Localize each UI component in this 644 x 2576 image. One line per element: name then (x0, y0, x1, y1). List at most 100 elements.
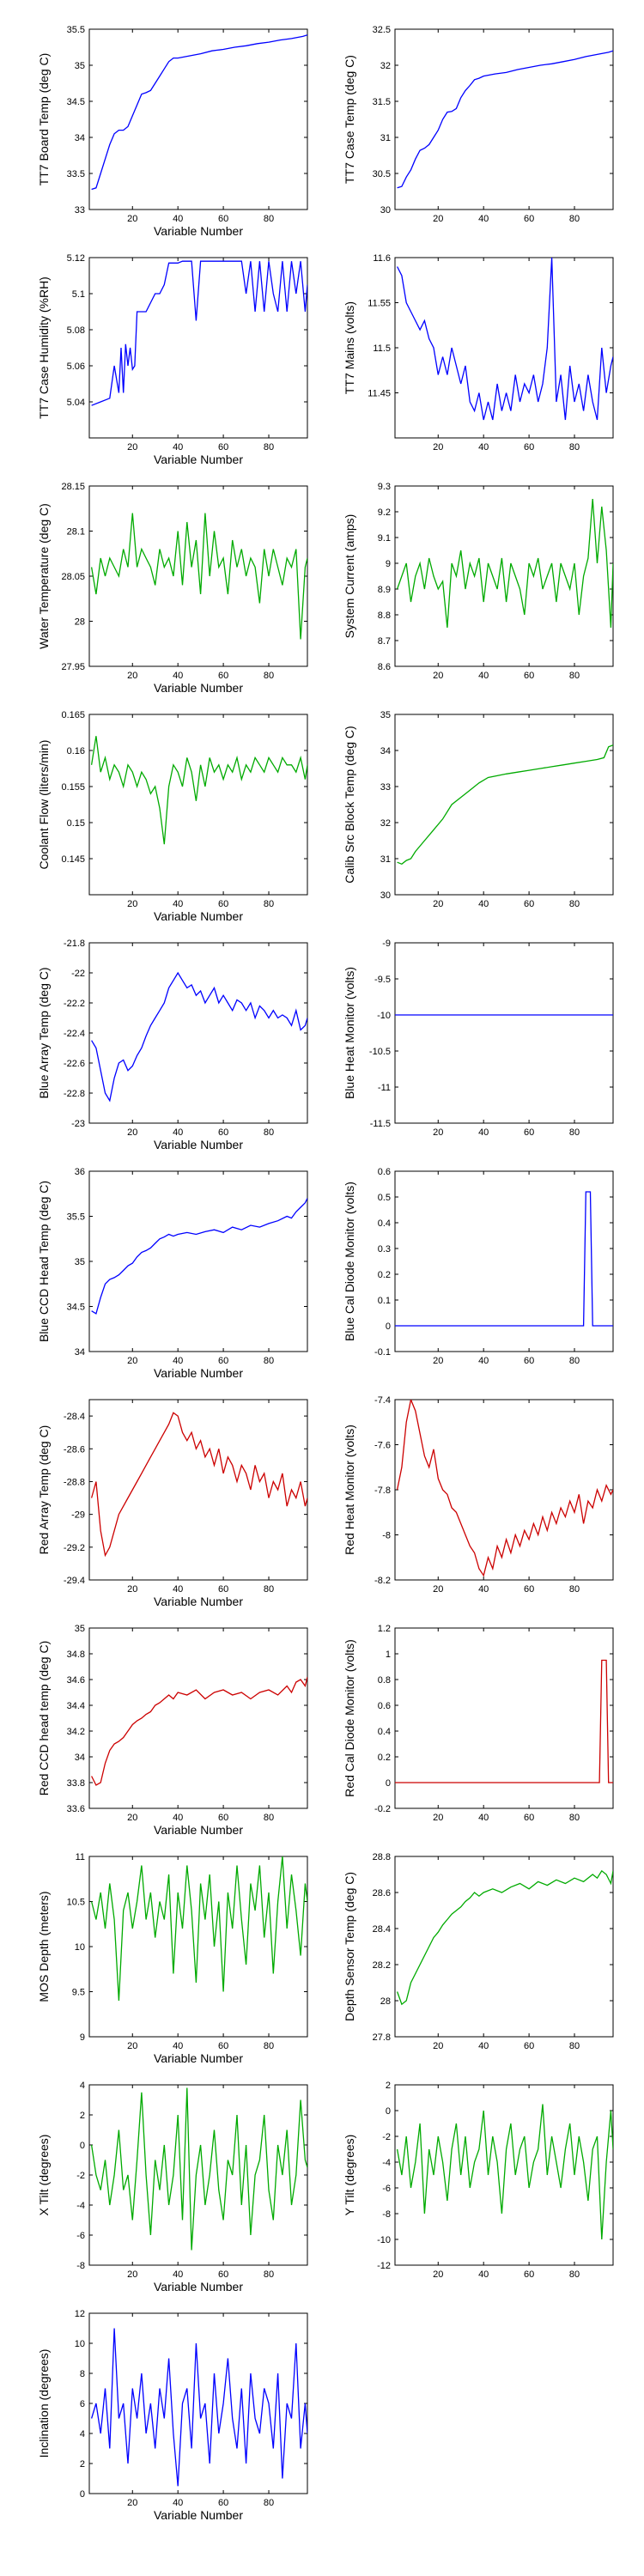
y-tick-label: 0.165 (61, 710, 85, 720)
y-tick-label: -0.1 (374, 1347, 391, 1358)
y-tick-label: 8 (80, 2369, 85, 2379)
y-tick-label: -7.6 (374, 1441, 391, 1451)
y-tick-label: 35.5 (67, 25, 85, 35)
x-tick-label: 20 (127, 2269, 137, 2280)
y-tick-label: 34.5 (67, 97, 85, 107)
x-tick-label: 40 (173, 671, 183, 681)
y-tick-label: 9 (80, 2032, 85, 2043)
series-line-0 (396, 2104, 613, 2240)
y-tick-label: -9.5 (374, 975, 391, 985)
series-line-0 (90, 2087, 307, 2251)
x-tick-label: 40 (173, 1127, 183, 1138)
y-axis-label: MOS Depth (meters) (37, 1891, 51, 2002)
x-tick-label: 80 (264, 671, 274, 681)
y-tick-label: 0.1 (378, 1296, 391, 1306)
y-tick-label: -8 (76, 2261, 85, 2271)
y-axis-label: Water Temperature (deg C) (37, 503, 51, 649)
x-tick-label: 60 (524, 1356, 534, 1366)
subplot-10: 20 40 60 80 34 34.5 35 35.5 36 Variable Number Blu… (37, 1167, 308, 1380)
plot-frame (88, 1627, 308, 1809)
y-tick-label: 32 (380, 818, 391, 829)
y-tick-label: 8.9 (378, 585, 391, 595)
x-tick-label: 20 (127, 1813, 137, 1823)
y-tick-label: -11.5 (370, 1119, 391, 1129)
x-tick-label: 20 (127, 214, 137, 224)
x-tick-label: 40 (173, 1584, 183, 1595)
y-axis-label: Red CCD head temp (deg C) (37, 1641, 51, 1796)
y-axis-label: X Tilt (degrees) (37, 2135, 51, 2216)
plot-frame (88, 485, 308, 667)
x-tick-label: 80 (264, 442, 274, 453)
x-tick-label: 80 (264, 2041, 274, 2051)
y-tick-label: 1.2 (378, 1624, 391, 1634)
y-tick-label: 34 (75, 1753, 85, 1763)
subplot-3: 20 40 60 80 11.45 11.5 11.55 11.6 TT7 Mains (vol… (343, 253, 614, 453)
y-axis-label: Red Heat Monitor (volts) (343, 1425, 356, 1555)
y-tick-label: -28.4 (64, 1412, 85, 1422)
y-tick-label: 4 (80, 2081, 85, 2091)
y-axis-label: Red Array Temp (deg C) (37, 1425, 51, 1555)
y-tick-label: -22.2 (64, 999, 85, 1009)
y-axis-label: Red Cal Diode Monitor (volts) (343, 1639, 356, 1797)
y-tick-label: 11 (76, 1852, 85, 1862)
x-axis-label: Variable Number (154, 2508, 243, 2522)
x-tick-label: 40 (173, 1356, 183, 1366)
y-axis-label: TT7 Board Temp (deg C) (37, 53, 51, 186)
subplot-18: 20 40 60 80 -8 -6 -4 -2 0 2 4 Variable Number X Tilt… (37, 2081, 308, 2293)
y-axis-label: TT7 Mains (volts) (343, 301, 356, 394)
plot-frame (88, 1856, 308, 2038)
x-tick-label: 40 (173, 442, 183, 453)
y-tick-label: 30 (380, 205, 391, 216)
y-tick-label: -8 (382, 2209, 391, 2220)
plot-frame (88, 1170, 308, 1352)
x-tick-label: 40 (478, 2041, 489, 2051)
x-tick-label: 40 (173, 899, 183, 909)
y-tick-label: 34.8 (67, 1649, 85, 1660)
subplot-20: 20 40 60 80 0 2 4 6 8 10 12 Variable Number Inclinat… (37, 2309, 308, 2522)
y-tick-label: -28.6 (64, 1444, 85, 1455)
series-line-0 (90, 1856, 307, 2002)
y-tick-label: 28.1 (67, 527, 85, 538)
x-tick-label: 20 (433, 1356, 443, 1366)
y-axis-label: Blue CCD Head Temp (deg C) (37, 1181, 51, 1342)
x-tick-label: 60 (524, 1127, 534, 1138)
x-tick-label: 40 (173, 2041, 183, 2051)
plot-frame (88, 1399, 308, 1581)
y-tick-label: 34.6 (67, 1675, 85, 1686)
series-line-0 (91, 971, 307, 1103)
x-tick-label: 60 (524, 1584, 534, 1595)
y-tick-label: 0 (386, 2106, 391, 2117)
x-tick-label: 60 (218, 214, 228, 224)
series-line-0 (91, 1676, 307, 1786)
x-tick-label: 20 (433, 2269, 443, 2280)
series-line-0 (397, 258, 613, 421)
x-tick-label: 20 (433, 214, 443, 224)
y-tick-label: 28 (75, 617, 85, 628)
y-tick-label: 31 (380, 854, 391, 865)
y-tick-label: 0 (80, 2489, 85, 2500)
y-tick-label: -29.2 (64, 1543, 85, 1553)
y-tick-label: -11 (378, 1083, 391, 1093)
y-tick-label: -10 (377, 1011, 391, 1021)
plot-frame (88, 2084, 308, 2266)
y-tick-label: -29.4 (64, 1576, 85, 1586)
series-line-0 (91, 34, 307, 191)
y-tick-label: -8 (382, 1531, 391, 1541)
y-tick-label: -12 (377, 2261, 391, 2271)
y-tick-label: 9 (386, 559, 391, 569)
y-tick-label: -0.2 (374, 1804, 391, 1814)
subplot-6: 20 40 60 80 0.145 0.15 0.155 0.16 0.165 Variable … (37, 710, 308, 923)
y-tick-label: 0.3 (378, 1244, 391, 1255)
x-axis-label: Variable Number (154, 2051, 243, 2065)
x-tick-label: 20 (127, 1584, 137, 1595)
x-tick-label: 80 (569, 899, 580, 909)
y-tick-label: 31 (380, 133, 391, 143)
x-tick-label: 20 (433, 1584, 443, 1595)
x-tick-label: 80 (264, 1584, 274, 1595)
x-tick-label: 80 (264, 899, 274, 909)
y-tick-label: 27.95 (61, 662, 85, 672)
y-tick-label: 11.6 (373, 253, 391, 264)
x-tick-label: 60 (218, 442, 228, 453)
y-tick-label: 10.5 (67, 1898, 85, 1908)
subplot-17: 20 40 60 80 27.8 28 28.2 28.4 28.6 28.8 Depth Sens… (343, 1852, 614, 2051)
